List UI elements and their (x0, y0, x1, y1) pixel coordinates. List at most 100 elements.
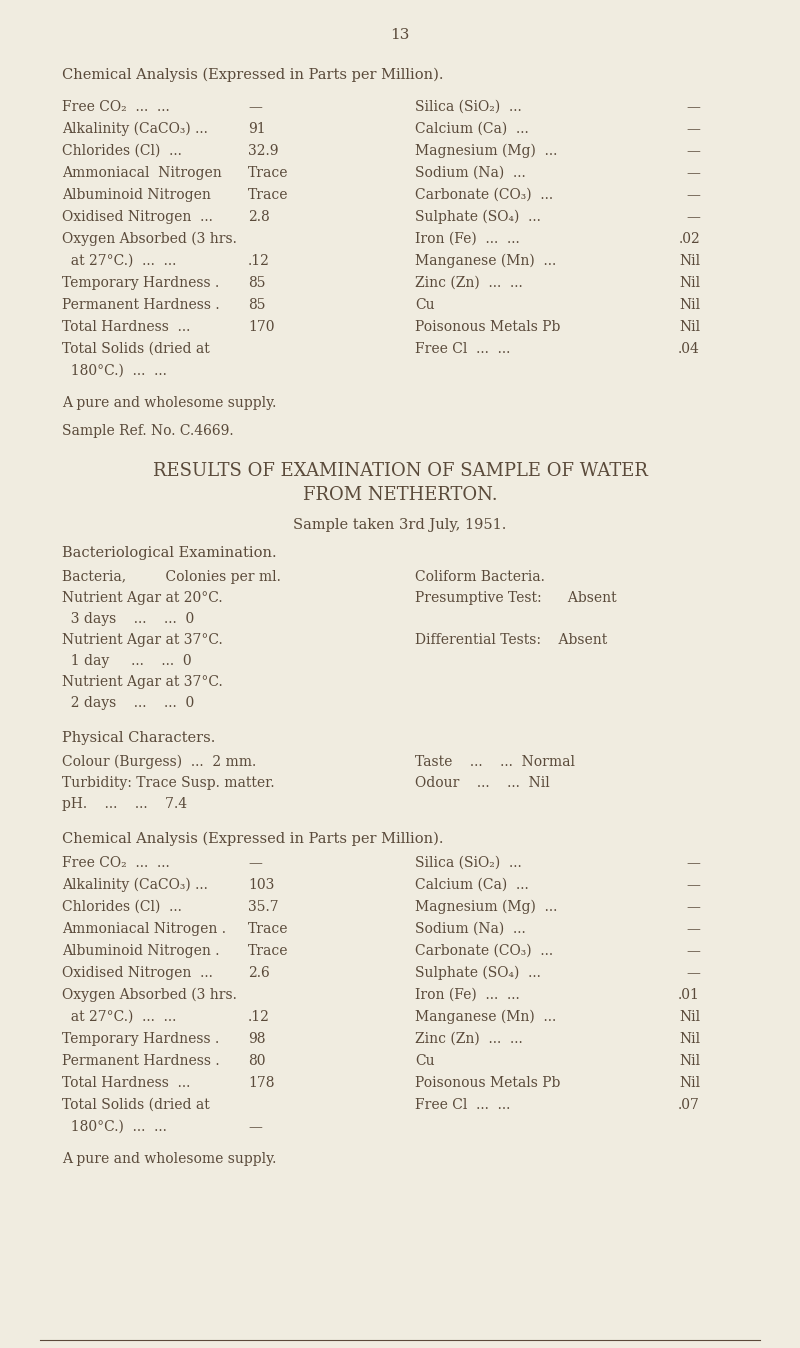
Text: Nutrient Agar at 37°C.: Nutrient Agar at 37°C. (62, 634, 222, 647)
Text: 85: 85 (248, 298, 266, 311)
Text: Nil: Nil (679, 1010, 700, 1024)
Text: Temporary Hardness .: Temporary Hardness . (62, 1033, 219, 1046)
Text: Trace: Trace (248, 166, 289, 181)
Text: —: — (248, 856, 262, 869)
Text: Magnesium (Mg)  ...: Magnesium (Mg) ... (415, 900, 558, 914)
Text: Sulphate (SO₄)  ...: Sulphate (SO₄) ... (415, 967, 541, 980)
Text: Cu: Cu (415, 298, 434, 311)
Text: Oxidised Nitrogen  ...: Oxidised Nitrogen ... (62, 210, 213, 224)
Text: 103: 103 (248, 878, 274, 892)
Text: Nil: Nil (679, 253, 700, 268)
Text: Zinc (Zn)  ...  ...: Zinc (Zn) ... ... (415, 1033, 522, 1046)
Text: Ammoniacal  Nitrogen: Ammoniacal Nitrogen (62, 166, 222, 181)
Text: —: — (686, 967, 700, 980)
Text: Carbonate (CO₃)  ...: Carbonate (CO₃) ... (415, 944, 553, 958)
Text: .12: .12 (248, 1010, 270, 1024)
Text: Chemical Analysis (Expressed in Parts per Million).: Chemical Analysis (Expressed in Parts pe… (62, 67, 443, 82)
Text: RESULTS OF EXAMINATION OF SAMPLE OF WATER: RESULTS OF EXAMINATION OF SAMPLE OF WATE… (153, 462, 647, 480)
Text: —: — (686, 123, 700, 136)
Text: Permanent Hardness .: Permanent Hardness . (62, 1054, 220, 1068)
Text: Total Hardness  ...: Total Hardness ... (62, 1076, 190, 1091)
Text: Zinc (Zn)  ...  ...: Zinc (Zn) ... ... (415, 276, 522, 290)
Text: 32.9: 32.9 (248, 144, 278, 158)
Text: Temporary Hardness .: Temporary Hardness . (62, 276, 219, 290)
Text: Silica (SiO₂)  ...: Silica (SiO₂) ... (415, 100, 522, 115)
Text: Free CO₂  ...  ...: Free CO₂ ... ... (62, 856, 170, 869)
Text: Trace: Trace (248, 944, 289, 958)
Text: Alkalinity (CaCO₃) ...: Alkalinity (CaCO₃) ... (62, 878, 208, 892)
Text: —: — (686, 878, 700, 892)
Text: Oxygen Absorbed (3 hrs.: Oxygen Absorbed (3 hrs. (62, 232, 237, 247)
Text: .12: .12 (248, 253, 270, 268)
Text: —: — (686, 166, 700, 181)
Text: .07: .07 (678, 1099, 700, 1112)
Text: Sodium (Na)  ...: Sodium (Na) ... (415, 166, 526, 181)
Text: Manganese (Mn)  ...: Manganese (Mn) ... (415, 1010, 556, 1024)
Text: 180°C.)  ...  ...: 180°C.) ... ... (62, 1120, 167, 1134)
Text: Bacteria,         Colonies per ml.: Bacteria, Colonies per ml. (62, 570, 281, 584)
Text: Free Cl  ...  ...: Free Cl ... ... (415, 342, 510, 356)
Text: Chemical Analysis (Expressed in Parts per Million).: Chemical Analysis (Expressed in Parts pe… (62, 832, 443, 847)
Text: Odour    ...    ...  Nil: Odour ... ... Nil (415, 776, 550, 790)
Text: Chlorides (Cl)  ...: Chlorides (Cl) ... (62, 900, 182, 914)
Text: Nil: Nil (679, 1076, 700, 1091)
Text: Coliform Bacteria.: Coliform Bacteria. (415, 570, 545, 584)
Text: A pure and wholesome supply.: A pure and wholesome supply. (62, 1153, 276, 1166)
Text: Cu: Cu (415, 1054, 434, 1068)
Text: Trace: Trace (248, 922, 289, 936)
Text: Nutrient Agar at 37°C.: Nutrient Agar at 37°C. (62, 675, 222, 689)
Text: 180°C.)  ...  ...: 180°C.) ... ... (62, 364, 167, 377)
Text: Taste    ...    ...  Normal: Taste ... ... Normal (415, 755, 575, 768)
Text: Carbonate (CO₃)  ...: Carbonate (CO₃) ... (415, 187, 553, 202)
Text: —: — (686, 100, 700, 115)
Text: —: — (686, 856, 700, 869)
Text: Chlorides (Cl)  ...: Chlorides (Cl) ... (62, 144, 182, 158)
Text: Albuminoid Nitrogen .: Albuminoid Nitrogen . (62, 944, 219, 958)
Text: at 27°C.)  ...  ...: at 27°C.) ... ... (62, 253, 176, 268)
Text: Nutrient Agar at 20°C.: Nutrient Agar at 20°C. (62, 590, 222, 605)
Text: 80: 80 (248, 1054, 266, 1068)
Text: —: — (686, 144, 700, 158)
Text: .01: .01 (678, 988, 700, 1002)
Text: Poisonous Metals Pb: Poisonous Metals Pb (415, 1076, 560, 1091)
Text: 91: 91 (248, 123, 266, 136)
Text: 3 days    ...    ...  0: 3 days ... ... 0 (62, 612, 194, 625)
Text: at 27°C.)  ...  ...: at 27°C.) ... ... (62, 1010, 176, 1024)
Text: Total Solids (dried at: Total Solids (dried at (62, 1099, 210, 1112)
Text: —: — (686, 900, 700, 914)
Text: 35.7: 35.7 (248, 900, 278, 914)
Text: 178: 178 (248, 1076, 274, 1091)
Text: —: — (686, 210, 700, 224)
Text: Presumptive Test:      Absent: Presumptive Test: Absent (415, 590, 617, 605)
Text: Sulphate (SO₄)  ...: Sulphate (SO₄) ... (415, 210, 541, 224)
Text: Colour (Burgess)  ...  2 mm.: Colour (Burgess) ... 2 mm. (62, 755, 256, 770)
Text: Nil: Nil (679, 276, 700, 290)
Text: Nil: Nil (679, 1033, 700, 1046)
Text: —: — (686, 944, 700, 958)
Text: Albuminoid Nitrogen: Albuminoid Nitrogen (62, 187, 211, 202)
Text: Nil: Nil (679, 298, 700, 311)
Text: 170: 170 (248, 319, 274, 334)
Text: Sample Ref. No. C.4669.: Sample Ref. No. C.4669. (62, 425, 234, 438)
Text: Total Solids (dried at: Total Solids (dried at (62, 342, 210, 356)
Text: A pure and wholesome supply.: A pure and wholesome supply. (62, 396, 276, 410)
Text: Free Cl  ...  ...: Free Cl ... ... (415, 1099, 510, 1112)
Text: 85: 85 (248, 276, 266, 290)
Text: Total Hardness  ...: Total Hardness ... (62, 319, 190, 334)
Text: Physical Characters.: Physical Characters. (62, 731, 215, 745)
Text: Calcium (Ca)  ...: Calcium (Ca) ... (415, 878, 529, 892)
Text: Free CO₂  ...  ...: Free CO₂ ... ... (62, 100, 170, 115)
Text: Differential Tests:    Absent: Differential Tests: Absent (415, 634, 607, 647)
Text: Oxidised Nitrogen  ...: Oxidised Nitrogen ... (62, 967, 213, 980)
Text: —: — (248, 1120, 262, 1134)
Text: 2 days    ...    ...  0: 2 days ... ... 0 (62, 696, 194, 710)
Text: Poisonous Metals Pb: Poisonous Metals Pb (415, 319, 560, 334)
Text: Sodium (Na)  ...: Sodium (Na) ... (415, 922, 526, 936)
Text: pH.    ...    ...    7.4: pH. ... ... 7.4 (62, 797, 187, 811)
Text: .02: .02 (678, 232, 700, 245)
Text: —: — (248, 100, 262, 115)
Text: Magnesium (Mg)  ...: Magnesium (Mg) ... (415, 144, 558, 159)
Text: Iron (Fe)  ...  ...: Iron (Fe) ... ... (415, 232, 520, 245)
Text: .04: .04 (678, 342, 700, 356)
Text: 1 day     ...    ...  0: 1 day ... ... 0 (62, 654, 192, 669)
